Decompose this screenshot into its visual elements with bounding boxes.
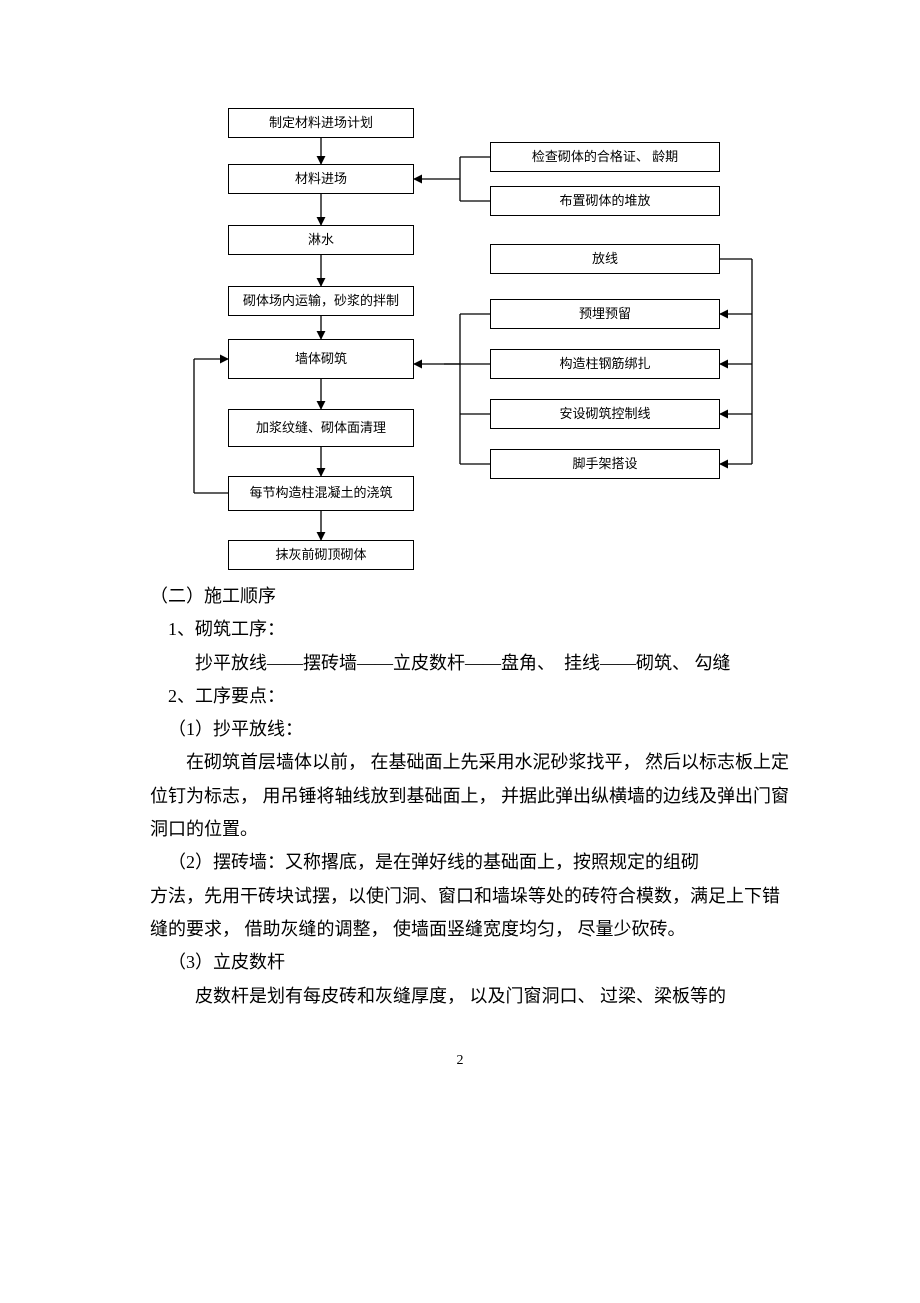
para-3: 皮数杆是划有每皮砖和灰缝厚度， 以及门窗洞口、 过梁、梁板等的 bbox=[150, 980, 790, 1013]
line-3: 2、工序要点： bbox=[150, 680, 790, 713]
line-1: 1、砌筑工序： bbox=[150, 613, 790, 646]
para-1: 在砌筑首层墙体以前， 在基础面上先采用水泥砂浆找平， 然后以标志板上定位钉为标志… bbox=[150, 746, 790, 846]
flowchart-node: 布置砌体的堆放 bbox=[490, 186, 720, 216]
flowchart-node: 抹灰前砌顶砌体 bbox=[228, 540, 414, 570]
flowchart-node: 每节构造柱混凝土的浇筑 bbox=[228, 476, 414, 511]
flowchart-node: 淋水 bbox=[228, 225, 414, 255]
line-5: （2）摆砖墙：又称撂底，是在弹好线的基础面上，按照规定的组砌 bbox=[150, 846, 790, 879]
page-number: 2 bbox=[0, 1053, 920, 1089]
flowchart-node: 预埋预留 bbox=[490, 299, 720, 329]
flowchart-node: 墙体砌筑 bbox=[228, 339, 414, 379]
flowchart-node: 安设砌筑控制线 bbox=[490, 399, 720, 429]
flowchart-node: 放线 bbox=[490, 244, 720, 274]
flowchart-container: 制定材料进场计划材料进场淋水砌体场内运输，砂浆的拌制墙体砌筑加浆纹缝、砌体面清理… bbox=[0, 0, 920, 560]
body-text: （二）施工顺序 1、砌筑工序： 抄平放线——摆砖墙——立皮数杆——盘角、 挂线—… bbox=[0, 560, 920, 1053]
line-6: （3）立皮数杆 bbox=[150, 946, 790, 979]
flowchart-node: 砌体场内运输，砂浆的拌制 bbox=[228, 286, 414, 316]
para-2: 方法，先用干砖块试摆，以使门洞、窗口和墙垛等处的砖符合模数，满足上下错缝的要求，… bbox=[150, 880, 790, 947]
flowchart-node: 加浆纹缝、砌体面清理 bbox=[228, 409, 414, 447]
section-heading: （二）施工顺序 bbox=[150, 580, 790, 613]
flowchart-arrows bbox=[0, 0, 920, 560]
line-4: （1）抄平放线： bbox=[150, 713, 790, 746]
line-2: 抄平放线——摆砖墙——立皮数杆——盘角、 挂线——砌筑、 勾缝 bbox=[150, 647, 790, 680]
flowchart-node: 制定材料进场计划 bbox=[228, 108, 414, 138]
flowchart-node: 脚手架搭设 bbox=[490, 449, 720, 479]
flowchart-node: 检查砌体的合格证、 龄期 bbox=[490, 142, 720, 172]
flowchart-node: 材料进场 bbox=[228, 164, 414, 194]
flowchart-node: 构造柱钢筋绑扎 bbox=[490, 349, 720, 379]
